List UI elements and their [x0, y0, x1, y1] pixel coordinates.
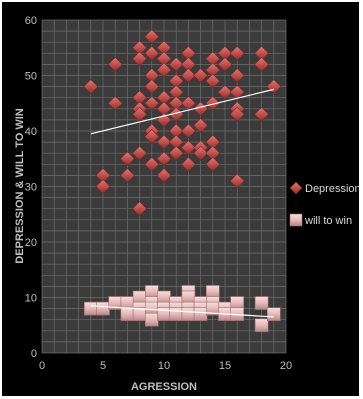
y-tick-label: 10: [25, 293, 37, 305]
y-axis-title: DEPRESSION & WILL TO WIN: [14, 108, 26, 263]
depression-point: [132, 145, 148, 161]
depression-point: [144, 29, 160, 45]
y-tick-label: 30: [25, 182, 37, 194]
data-points: [83, 29, 282, 333]
depression-point: [180, 140, 196, 156]
depression-point: [107, 56, 123, 72]
depression-point: [107, 95, 123, 111]
depression-point: [193, 68, 209, 83]
depression-point: [144, 79, 160, 95]
depression-point: [132, 201, 148, 217]
x-tick-label: 20: [280, 360, 292, 372]
depression-point: [254, 56, 270, 72]
depression-point: [229, 68, 245, 83]
chart-area: 0 10 20 30 40 50 60 0 5 10 15 20 AGRESSION DEPRESS…: [2, 2, 359, 396]
depression-point: [144, 45, 160, 61]
depression-point: [229, 106, 245, 122]
x-tick-label: 5: [100, 360, 106, 372]
legend: Depression will to win: [289, 181, 359, 227]
depression-point: [168, 145, 184, 161]
legend-label: will to win: [304, 215, 352, 227]
x-axis-title: AGRESSION: [131, 381, 197, 393]
depression-point: [156, 167, 172, 183]
will-to-win-point: [254, 296, 269, 310]
depression-point: [180, 123, 196, 139]
will-to-win-point: [96, 301, 110, 316]
x-tick-label: 15: [219, 360, 231, 372]
will-to-win-point: [266, 307, 281, 321]
will-to-win-point: [181, 307, 196, 321]
will-to-win-point: [120, 307, 135, 321]
depression-point: [229, 173, 245, 189]
y-tick-label: 60: [25, 15, 37, 27]
legend-marker-will-to-win: [289, 213, 303, 227]
depression-point: [156, 134, 172, 150]
scatter-chart: 0 10 20 30 40 50 60 0 5 10 15 20 AGRESSION DEPRESS…: [14, 15, 359, 393]
depression-point: [205, 156, 221, 172]
will-to-win-point: [169, 307, 183, 321]
depression-point: [156, 151, 172, 167]
depression-point: [217, 56, 233, 72]
depression-point: [193, 145, 209, 161]
will-to-win-point: [145, 312, 159, 327]
y-tick-label: 20: [25, 237, 37, 249]
legend-marker-depression: [289, 181, 303, 195]
depression-point: [193, 118, 209, 133]
trendlines: [90, 88, 274, 318]
depression-point: [132, 51, 148, 67]
legend-label: Depression: [305, 183, 359, 195]
x-axis-ticks: 0 5 10 15 20: [39, 360, 292, 372]
y-tick-label: 0: [31, 348, 37, 360]
will-to-win-point: [254, 318, 269, 333]
depression-point: [144, 156, 160, 172]
trendline: [90, 88, 274, 135]
depression-point: [144, 95, 160, 111]
depression-point: [205, 73, 221, 89]
depression-point: [83, 79, 99, 95]
depression-point: [156, 62, 172, 78]
depression-point: [254, 106, 270, 122]
depression-point: [119, 167, 135, 183]
depression-point: [95, 179, 111, 194]
will-to-win-point: [84, 301, 98, 316]
y-axis-ticks: 0 10 20 30 40 50 60: [25, 15, 37, 360]
will-to-win-point: [193, 307, 208, 321]
depression-point: [217, 84, 233, 100]
depression-point: [180, 68, 196, 83]
depression-point: [119, 151, 135, 167]
y-tick-label: 50: [25, 71, 37, 83]
trendline: [90, 305, 274, 318]
depression-point: [205, 95, 221, 111]
depression-point: [144, 129, 160, 144]
depression-point: [229, 84, 245, 100]
depression-point: [229, 45, 245, 61]
y-tick-label: 40: [25, 126, 37, 138]
x-tick-label: 0: [39, 360, 45, 372]
depression-point: [168, 56, 184, 72]
x-tick-label: 10: [158, 360, 170, 372]
depression-point: [180, 156, 196, 172]
